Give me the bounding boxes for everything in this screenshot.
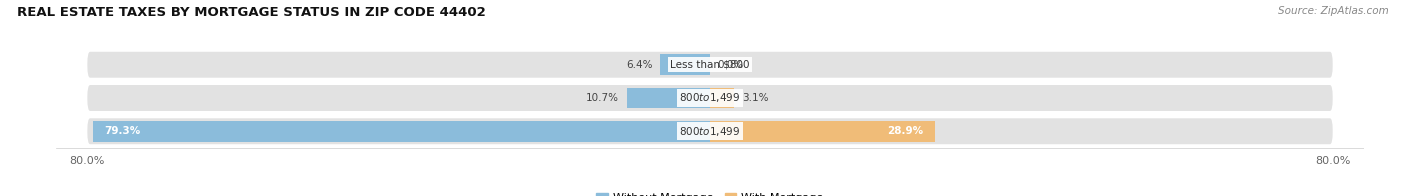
FancyBboxPatch shape: [87, 85, 1333, 111]
FancyBboxPatch shape: [87, 52, 1333, 78]
Text: Source: ZipAtlas.com: Source: ZipAtlas.com: [1278, 6, 1389, 16]
Text: Less than $800: Less than $800: [671, 60, 749, 70]
Bar: [661, 54, 710, 75]
Text: REAL ESTATE TAXES BY MORTGAGE STATUS IN ZIP CODE 44402: REAL ESTATE TAXES BY MORTGAGE STATUS IN …: [17, 6, 485, 19]
Bar: [710, 121, 935, 142]
FancyBboxPatch shape: [87, 118, 1333, 144]
Text: 28.9%: 28.9%: [887, 126, 924, 136]
Bar: [627, 88, 710, 108]
Bar: [93, 121, 710, 142]
Text: 6.4%: 6.4%: [626, 60, 652, 70]
Text: 3.1%: 3.1%: [742, 93, 769, 103]
Text: 0.0%: 0.0%: [718, 60, 744, 70]
Text: $800 to $1,499: $800 to $1,499: [679, 125, 741, 138]
Bar: [710, 88, 734, 108]
Text: 10.7%: 10.7%: [586, 93, 619, 103]
Text: 79.3%: 79.3%: [104, 126, 141, 136]
Text: $800 to $1,499: $800 to $1,499: [679, 92, 741, 104]
Legend: Without Mortgage, With Mortgage: Without Mortgage, With Mortgage: [592, 188, 828, 196]
